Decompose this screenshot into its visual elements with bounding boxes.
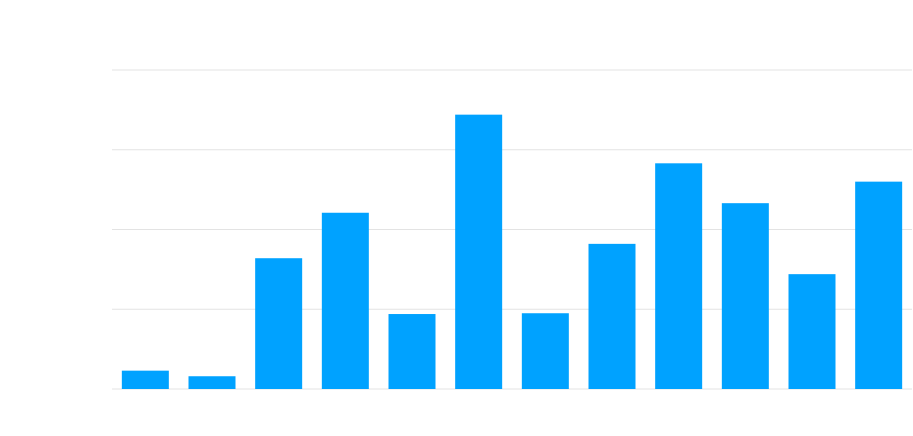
- bar: [521, 313, 569, 389]
- bar: [121, 370, 169, 389]
- bar: [855, 181, 903, 389]
- bar: [655, 163, 703, 389]
- bar: [588, 243, 636, 389]
- bar: [321, 212, 369, 389]
- bar: [255, 258, 303, 389]
- bar: [788, 274, 836, 389]
- bar: [455, 114, 503, 389]
- bar: [188, 376, 236, 389]
- bar: [388, 314, 436, 389]
- bar: [721, 203, 769, 389]
